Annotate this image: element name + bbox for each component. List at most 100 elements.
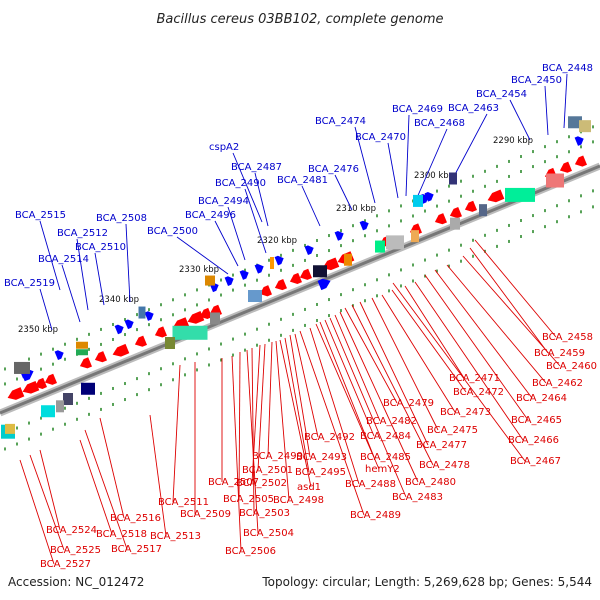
tick-mark: [244, 348, 246, 352]
tick-mark: [496, 244, 498, 248]
gene-label: BCA_2487: [231, 162, 282, 173]
gene-label: BCA_2468: [414, 118, 465, 129]
gene-feature-box: [41, 405, 55, 418]
forward-gene-arrow: [274, 255, 284, 266]
leader-line: [84, 429, 128, 550]
reverse-gene-arrow: [22, 380, 40, 394]
leader-line: [39, 220, 61, 291]
tick-mark: [172, 313, 174, 317]
kbp-label: 2330 kbp: [179, 265, 219, 275]
kbp-label: 2350 kbp: [18, 325, 58, 335]
gene-label: BCA_2482: [366, 416, 417, 427]
reverse-gene-arrow: [434, 213, 447, 225]
gene-label: BCA_2483: [392, 492, 443, 503]
tick-mark: [400, 219, 402, 223]
forward-gene-arrow: [124, 319, 134, 330]
tick-mark: [316, 302, 318, 306]
leader-line: [79, 439, 113, 535]
tick-mark: [532, 150, 534, 154]
tick-mark: [448, 264, 450, 268]
tick-mark: [340, 293, 342, 297]
gene-label: BCA_2518: [96, 529, 147, 540]
tick-mark: [496, 179, 498, 183]
tick-mark: [316, 318, 318, 322]
gene-label: BCA_2527: [40, 559, 91, 570]
gene-label: BCA_2467: [510, 456, 561, 467]
gene-feature-box: [450, 217, 460, 230]
tick-mark: [544, 209, 546, 213]
gene-label: BCA_2474: [315, 116, 366, 127]
tick-mark: [124, 398, 126, 402]
gene-label: BCA_2499: [252, 451, 303, 462]
tick-mark: [148, 323, 150, 327]
label-leader-lines: [19, 73, 568, 565]
tick-mark: [16, 426, 18, 430]
gene-label: BCA_2513: [150, 531, 201, 542]
tick-mark: [76, 401, 78, 405]
tick-mark: [64, 422, 66, 426]
leader-line: [294, 333, 319, 438]
gene-label: BCA_2492: [304, 432, 355, 443]
gene-feature-box: [14, 361, 30, 374]
leader-line: [324, 319, 375, 437]
leader-line: [231, 355, 242, 552]
tick-mark: [472, 254, 474, 258]
forward-gene-arrow: [54, 350, 64, 360]
tick-mark: [136, 393, 138, 397]
forward-gene-arrow: [254, 263, 264, 274]
gene-label: BCA_2502: [236, 478, 287, 489]
tick-mark: [232, 337, 234, 341]
tick-mark: [340, 229, 342, 233]
gene-label: BCA_2471: [449, 373, 500, 384]
gene-feature-box: [411, 230, 419, 243]
tick-mark: [580, 210, 582, 214]
gene-label: BCA_2450: [511, 75, 562, 86]
leader-line: [339, 311, 419, 483]
tick-mark: [580, 145, 582, 149]
kbp-label: 2300 kbp: [414, 171, 454, 181]
reverse-gene-arrow: [559, 161, 572, 173]
tick-mark: [28, 357, 30, 361]
tick-mark: [328, 234, 330, 238]
tick-mark: [148, 372, 150, 376]
gene-label: BCA_2506: [225, 546, 276, 557]
tick-mark: [160, 318, 162, 322]
gene-label: BCA_2465: [511, 415, 562, 426]
leader-line: [246, 349, 259, 534]
tick-mark: [496, 228, 498, 232]
reverse-gene-arrow: [94, 351, 107, 363]
tick-mark: [568, 150, 570, 154]
gene-label: BCA_2493: [296, 452, 347, 463]
gene-feature-box: [76, 341, 88, 349]
tick-mark: [208, 347, 210, 351]
reverse-gene-arrow: [79, 357, 92, 369]
tick-mark: [544, 160, 546, 164]
gene-label: BCA_2511: [158, 497, 209, 508]
leader-line: [301, 185, 321, 227]
forward-gene-arrow: [574, 136, 584, 146]
gene-label: asd1: [297, 482, 321, 493]
gene-feature-box: [172, 325, 208, 340]
gene-feature-box: [546, 173, 564, 188]
tick-mark: [268, 322, 270, 326]
gene-label: BCA_2503: [239, 508, 290, 519]
tick-mark: [316, 253, 318, 257]
tick-mark: [28, 421, 30, 425]
tick-mark: [424, 258, 426, 262]
tick-mark: [556, 140, 558, 144]
gene-label: BCA_2479: [383, 398, 434, 409]
tick-mark: [232, 353, 234, 357]
tick-mark: [376, 214, 378, 218]
leader-line: [334, 174, 353, 211]
tick-mark: [196, 288, 198, 292]
tick-mark: [184, 373, 186, 377]
leader-line: [238, 351, 241, 500]
gene-feature-box: [81, 382, 95, 395]
tick-mark: [100, 342, 102, 346]
tick-mark: [280, 253, 282, 257]
reverse-gene-arrow: [112, 343, 130, 357]
tick-mark: [448, 199, 450, 203]
tick-mark: [508, 223, 510, 227]
gene-label: BCA_2505: [223, 494, 274, 505]
leader-line: [149, 414, 167, 537]
